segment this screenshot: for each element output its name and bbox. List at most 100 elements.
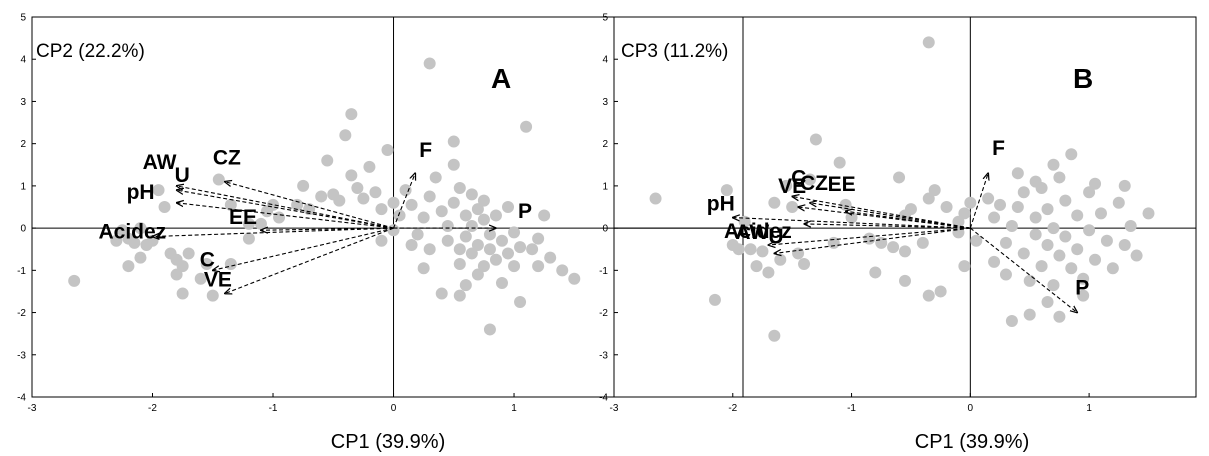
score-point bbox=[899, 274, 911, 287]
score-point bbox=[532, 260, 545, 273]
loading-label: P bbox=[518, 200, 532, 223]
loading-label: VE bbox=[778, 175, 806, 198]
loading-label: AW bbox=[143, 151, 177, 174]
score-point bbox=[405, 239, 418, 251]
score-point bbox=[369, 186, 382, 199]
score-point bbox=[649, 192, 662, 205]
score-point bbox=[182, 247, 195, 260]
score-point bbox=[1112, 196, 1125, 209]
score-point bbox=[423, 190, 436, 203]
loading-label: C bbox=[200, 248, 215, 271]
score-point bbox=[994, 198, 1007, 211]
score-point bbox=[471, 239, 484, 251]
score-point bbox=[110, 234, 123, 247]
loading-arrow bbox=[225, 227, 394, 293]
score-point bbox=[134, 222, 147, 235]
panel-a-xlabel: CP1 (39.9%) bbox=[331, 431, 446, 453]
x-tick-label: -2 bbox=[728, 403, 737, 414]
score-point bbox=[940, 201, 953, 213]
score-point bbox=[982, 192, 995, 205]
score-point bbox=[916, 236, 929, 249]
score-point bbox=[1017, 247, 1030, 260]
x-tick-label: -2 bbox=[148, 403, 157, 414]
score-point bbox=[928, 184, 941, 197]
loading-arrow bbox=[810, 203, 971, 229]
score-point bbox=[532, 232, 545, 245]
score-point bbox=[786, 201, 799, 213]
loading-arrow bbox=[798, 207, 971, 229]
loading-arrow bbox=[213, 227, 394, 270]
score-point bbox=[768, 329, 781, 342]
score-point bbox=[417, 262, 430, 275]
score-point bbox=[526, 243, 539, 256]
score-point bbox=[345, 108, 358, 121]
score-point bbox=[958, 260, 971, 273]
score-point bbox=[508, 226, 521, 239]
score-point bbox=[1089, 177, 1102, 190]
loading-label: C bbox=[791, 166, 806, 189]
score-point bbox=[756, 245, 769, 258]
score-point bbox=[568, 272, 581, 285]
score-point bbox=[1053, 310, 1066, 323]
score-point bbox=[803, 173, 816, 186]
score-point bbox=[134, 251, 147, 264]
loading-arrow bbox=[225, 182, 394, 229]
score-point bbox=[471, 203, 484, 216]
score-point bbox=[357, 192, 370, 205]
x-tick-label: -3 bbox=[28, 403, 37, 414]
score-point bbox=[477, 213, 490, 226]
score-point bbox=[297, 179, 310, 192]
loading-label: pH bbox=[707, 193, 735, 216]
y-tick-label: -1 bbox=[17, 266, 26, 277]
plot-frame bbox=[613, 16, 1197, 398]
biplot-panel-a: -3 -2 -1 0 1-4-3-2-1012345FPCZAWUpHEEAcidezC… bbox=[17, 13, 744, 453]
score-point bbox=[904, 203, 917, 216]
score-point bbox=[958, 207, 971, 220]
y-tick-label: -3 bbox=[17, 350, 26, 361]
score-point bbox=[1083, 186, 1096, 199]
score-point bbox=[1065, 262, 1078, 275]
x-tick-label: 0 bbox=[968, 403, 974, 414]
score-point bbox=[798, 258, 811, 270]
score-point bbox=[922, 36, 935, 49]
loading-arrow bbox=[969, 173, 988, 229]
score-point bbox=[1077, 272, 1090, 285]
x-tick-label: -1 bbox=[269, 403, 278, 414]
score-point bbox=[556, 264, 569, 277]
score-point bbox=[351, 182, 364, 194]
score-point bbox=[520, 120, 533, 133]
y-tick-label: 1 bbox=[20, 181, 26, 192]
score-point bbox=[1059, 194, 1072, 207]
score-point bbox=[483, 323, 496, 336]
y-tick-label: 0 bbox=[20, 224, 26, 235]
loading-arrow bbox=[774, 227, 971, 253]
y-tick-label: -4 bbox=[599, 393, 608, 404]
score-point bbox=[922, 289, 935, 302]
score-point bbox=[1029, 228, 1042, 241]
score-point bbox=[375, 234, 388, 247]
score-point bbox=[441, 234, 454, 247]
score-point bbox=[1053, 249, 1066, 262]
loading-arrow bbox=[969, 227, 1077, 312]
loading-arrow bbox=[177, 203, 394, 229]
y-tick-label: 1 bbox=[602, 181, 608, 192]
score-point bbox=[453, 182, 466, 194]
score-point bbox=[1005, 315, 1018, 327]
score-point bbox=[1047, 222, 1060, 235]
score-point bbox=[405, 198, 418, 211]
score-point bbox=[242, 217, 255, 230]
score-point bbox=[508, 260, 521, 273]
score-point bbox=[1124, 220, 1137, 232]
score-point bbox=[1083, 224, 1096, 237]
score-point bbox=[303, 203, 316, 216]
score-point bbox=[483, 243, 496, 256]
score-point bbox=[732, 243, 745, 256]
y-tick-label: -4 bbox=[17, 393, 26, 404]
score-point bbox=[212, 173, 225, 186]
score-point bbox=[116, 224, 129, 237]
score-point bbox=[1059, 230, 1072, 243]
score-point bbox=[1041, 296, 1054, 308]
score-point bbox=[459, 209, 472, 222]
score-point bbox=[720, 184, 733, 197]
